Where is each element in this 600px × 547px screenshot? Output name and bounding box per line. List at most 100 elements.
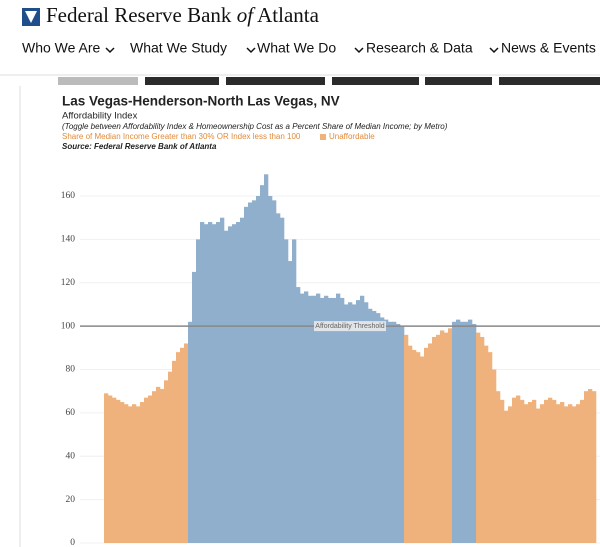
bar [584, 391, 589, 543]
bar [428, 343, 433, 543]
y-tick-label: 100 [61, 321, 76, 331]
tab[interactable] [145, 77, 219, 85]
bar [332, 297, 337, 543]
nav-item[interactable]: Research & Data [366, 40, 473, 56]
bar [592, 391, 597, 543]
bar [248, 202, 253, 543]
bar [136, 406, 141, 543]
bar [340, 297, 345, 543]
brand-of: of [237, 3, 257, 27]
bar [284, 239, 289, 543]
legend-label[interactable]: Unaffordable [329, 132, 375, 141]
bar [588, 389, 593, 543]
bar [460, 321, 465, 543]
bar [452, 321, 457, 543]
bar [424, 347, 429, 543]
bar [468, 319, 473, 543]
chart-subtitle: Affordability Index [62, 111, 138, 122]
bar [456, 319, 461, 543]
bar [308, 295, 313, 543]
y-tick-label: 40 [66, 451, 76, 461]
bar [556, 404, 561, 543]
bar [336, 293, 341, 543]
bar [104, 393, 109, 543]
tab[interactable] [425, 77, 492, 85]
bar [324, 295, 329, 543]
nav-item[interactable]: News & Events [501, 40, 596, 56]
legend-swatch [320, 134, 326, 140]
bar [220, 217, 225, 543]
bar [540, 404, 545, 543]
y-tick-label: 20 [66, 495, 76, 505]
bar [392, 321, 397, 543]
bar [112, 397, 117, 543]
bar [504, 410, 509, 543]
bar [524, 404, 529, 543]
bar [296, 287, 301, 543]
bar [168, 371, 173, 543]
bar [400, 326, 405, 543]
bar [376, 313, 381, 543]
bar [500, 399, 505, 543]
bar [344, 304, 349, 543]
bar [128, 406, 133, 543]
bar [320, 297, 325, 543]
bar [132, 404, 137, 543]
nav-chevron [105, 47, 115, 54]
bar [192, 271, 197, 543]
bar [124, 404, 129, 543]
chart-source: Source: Federal Reserve Bank of Atlanta [62, 142, 217, 151]
bar [448, 328, 453, 543]
tab[interactable] [332, 77, 419, 85]
nav-item[interactable]: What We Do [257, 40, 336, 56]
y-tick-label: 60 [66, 408, 76, 418]
bar [244, 206, 249, 543]
bar [164, 380, 169, 543]
bar [436, 334, 441, 543]
bar [440, 330, 445, 543]
nav-item[interactable]: What We Study [130, 40, 227, 56]
bar [528, 402, 533, 543]
bar [240, 217, 245, 543]
y-tick-label: 120 [61, 278, 76, 288]
bar [176, 352, 181, 543]
bar [300, 293, 305, 543]
bar [492, 369, 497, 543]
bar [380, 317, 385, 543]
bar [520, 399, 525, 543]
bar [276, 213, 281, 543]
bar [260, 185, 265, 543]
bar [120, 402, 125, 543]
bar [516, 395, 521, 543]
bar [408, 345, 413, 543]
bar [152, 391, 157, 543]
bar [144, 397, 149, 543]
legend-text: Share of Median Income Greater than 30% … [62, 132, 301, 141]
bar [356, 300, 361, 543]
y-tick-label: 0 [70, 538, 75, 547]
brand-text: Federal Reserve Bank [46, 3, 232, 27]
bar [464, 321, 469, 543]
bar [312, 295, 317, 543]
bar [200, 222, 205, 543]
bar [484, 345, 489, 543]
bar [108, 395, 113, 543]
bar [416, 352, 421, 543]
bar [232, 224, 237, 543]
tab[interactable] [58, 77, 138, 85]
bar [536, 408, 541, 543]
brand-end: Atlanta [257, 3, 319, 27]
bar [172, 360, 177, 543]
threshold-label: Affordability Threshold [315, 323, 384, 330]
y-tick-label: 140 [61, 235, 76, 245]
y-tick-label: 160 [61, 191, 76, 201]
bar [204, 224, 209, 543]
bar [412, 349, 417, 543]
tab[interactable] [499, 77, 600, 85]
nav-item[interactable]: Who We Are [22, 40, 101, 56]
bar [432, 336, 437, 543]
bar [548, 397, 553, 543]
tab[interactable] [226, 77, 325, 85]
brand[interactable]: Federal Reserve Bank of Atlanta [46, 3, 320, 27]
